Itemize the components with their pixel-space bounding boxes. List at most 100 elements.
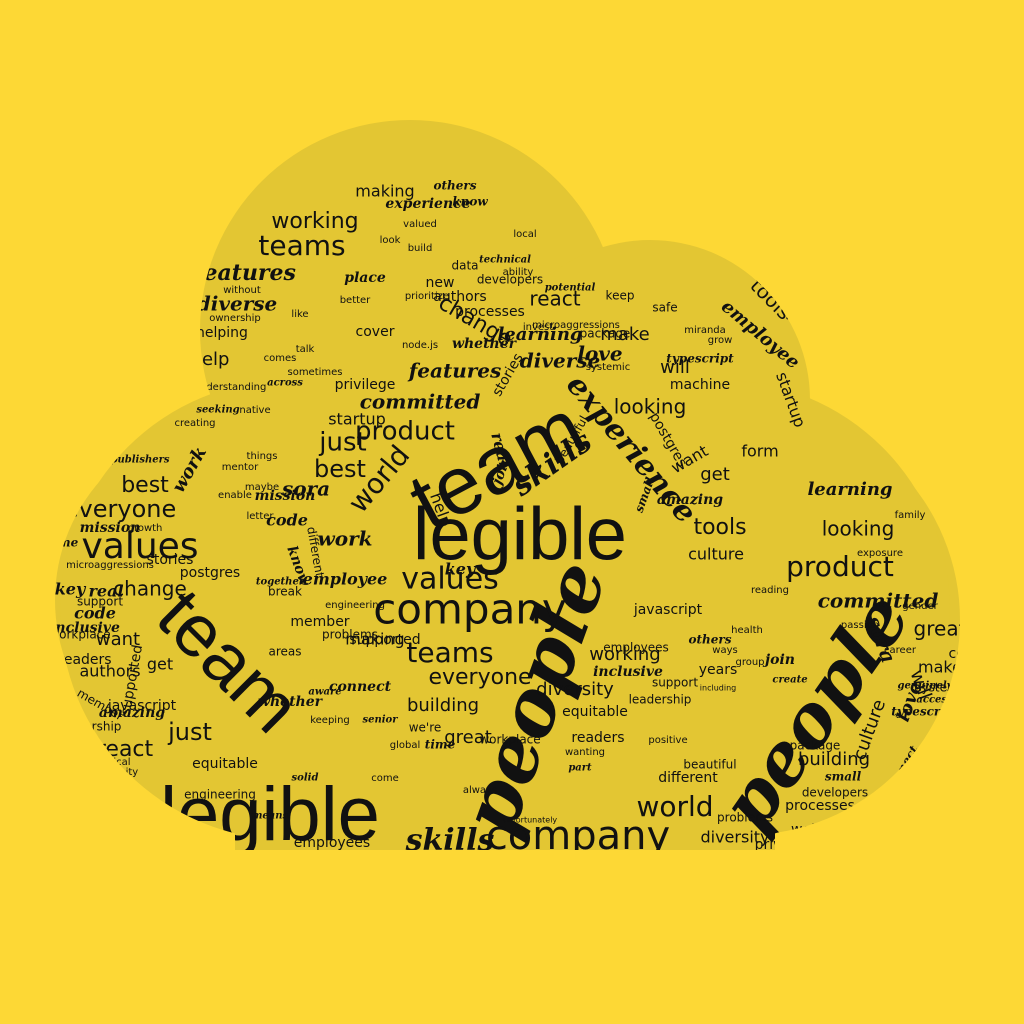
cloud-word: connect — [329, 679, 392, 695]
cloud-word: data — [90, 783, 117, 797]
cloud-word: skills — [405, 823, 495, 858]
cloud-word: diverse — [197, 292, 277, 316]
cloud-word: teams — [406, 636, 493, 669]
cloud-word: keep — [78, 743, 107, 757]
cloud-word: love — [577, 342, 622, 366]
cloud-word: developers — [477, 273, 543, 287]
cloud-word: career — [884, 645, 917, 656]
cloud-word: empower — [930, 735, 982, 746]
cloud-word: areas — [268, 645, 301, 659]
cloud-word: help — [191, 349, 230, 370]
cloud-word: education — [935, 717, 985, 728]
cloud-word: talk — [296, 344, 315, 355]
cloud-word: wanting — [565, 747, 605, 758]
cloud-word: years — [916, 752, 955, 768]
cloud-word: amazing — [99, 705, 165, 721]
cloud-word: just — [318, 428, 366, 458]
cloud-word: comes — [264, 353, 297, 364]
cloud-word: break — [109, 788, 143, 802]
cloud-word: maybe — [245, 482, 279, 493]
cloud-word: health — [731, 625, 763, 636]
cloud-word: genuinely — [898, 681, 954, 692]
cloud-word: problems — [717, 811, 773, 825]
cloud-word: workplace — [479, 733, 540, 747]
cloud-word: across — [267, 378, 303, 389]
cloud-word: best — [314, 455, 366, 483]
cloud-word: come — [371, 773, 399, 784]
cloud-word: readers — [58, 652, 111, 668]
cloud-word: passion — [841, 620, 879, 631]
cloud-word: support — [77, 595, 123, 609]
cloud-word: global — [390, 740, 421, 751]
cloud-word: prioritize — [405, 291, 449, 302]
cloud-word: work — [318, 527, 373, 551]
cloud-word: community — [82, 767, 138, 778]
cloud-word: leadership — [629, 693, 692, 707]
cloud-word: working — [589, 644, 660, 665]
cloud-word: processes — [455, 304, 525, 320]
cloud-word: place — [344, 270, 386, 286]
cloud-word: values — [81, 526, 198, 567]
cloud-word: better — [340, 295, 371, 306]
cloud-word: years — [699, 662, 738, 678]
cloud-word: form — [741, 442, 778, 461]
cloud-word: change — [113, 577, 187, 601]
cloud-word: want — [96, 629, 140, 650]
cloud-word: tools — [693, 515, 746, 540]
cloud-word: keep — [606, 289, 635, 303]
cloud-word: aware — [308, 687, 341, 698]
cloud-word: ways — [712, 645, 737, 656]
cloud-word: whether — [452, 336, 518, 352]
cloud-word: features — [192, 260, 296, 286]
cloud-word: helping — [196, 325, 248, 341]
cloud-word: native — [239, 405, 270, 416]
cloud-word: physical — [90, 757, 131, 768]
cloud-word: product — [355, 417, 455, 447]
cloud-word: beautiful — [683, 758, 736, 772]
cloud-word: supported — [349, 632, 420, 648]
cloud-word: time — [48, 536, 79, 550]
cloud-word: react — [529, 287, 580, 311]
cloud-word: diversity — [700, 828, 769, 847]
cloud-word: working — [271, 209, 358, 234]
cloud-word: accessible — [916, 695, 973, 706]
cloud-word: committed — [818, 589, 939, 613]
cloud-word: features — [407, 359, 502, 383]
cloud-word: technical — [479, 255, 531, 266]
cloud-word: machine — [670, 377, 730, 393]
cloud-word: typescript — [666, 352, 734, 366]
cloud-word: learning — [807, 479, 892, 500]
cloud-word: looking — [614, 395, 687, 419]
cloud-word: great — [444, 727, 492, 748]
cloud-word: look — [380, 235, 401, 246]
cloud-word: will — [660, 357, 690, 378]
cloud-word: local — [513, 229, 536, 240]
cloud-word: systemic — [586, 362, 630, 373]
cloud-word: mentor — [222, 462, 259, 473]
cloud-word: microaggressions — [532, 320, 620, 331]
cloud-word: always — [463, 785, 497, 796]
cloud-word: know — [452, 195, 488, 209]
cloud-word: best — [121, 473, 169, 498]
cloud-word: everyone — [64, 495, 176, 523]
cloud-word: make — [600, 324, 649, 345]
cloud-word: gender — [902, 601, 938, 612]
cloud-word: making — [345, 630, 404, 649]
cloud-word: data — [451, 259, 478, 273]
cloud-word: inclusive — [593, 664, 663, 680]
cloud-word: without — [223, 285, 261, 296]
cloud-word: cover — [949, 646, 988, 662]
cloud-word: just — [167, 718, 212, 746]
cloud-word: we're — [409, 721, 442, 735]
cloud-word: inclusive — [50, 620, 120, 636]
cloud-word: small — [825, 770, 862, 784]
cloud-word: product — [786, 550, 894, 583]
cloud-word: together — [256, 577, 305, 588]
cloud-word: others — [434, 179, 477, 193]
cloud-word: potential — [545, 283, 596, 294]
cloud-word: learning — [497, 324, 582, 345]
cloud-word: stories — [147, 552, 194, 568]
cloud-word: sometimes — [287, 367, 342, 378]
cloud-word: valued — [403, 219, 437, 230]
